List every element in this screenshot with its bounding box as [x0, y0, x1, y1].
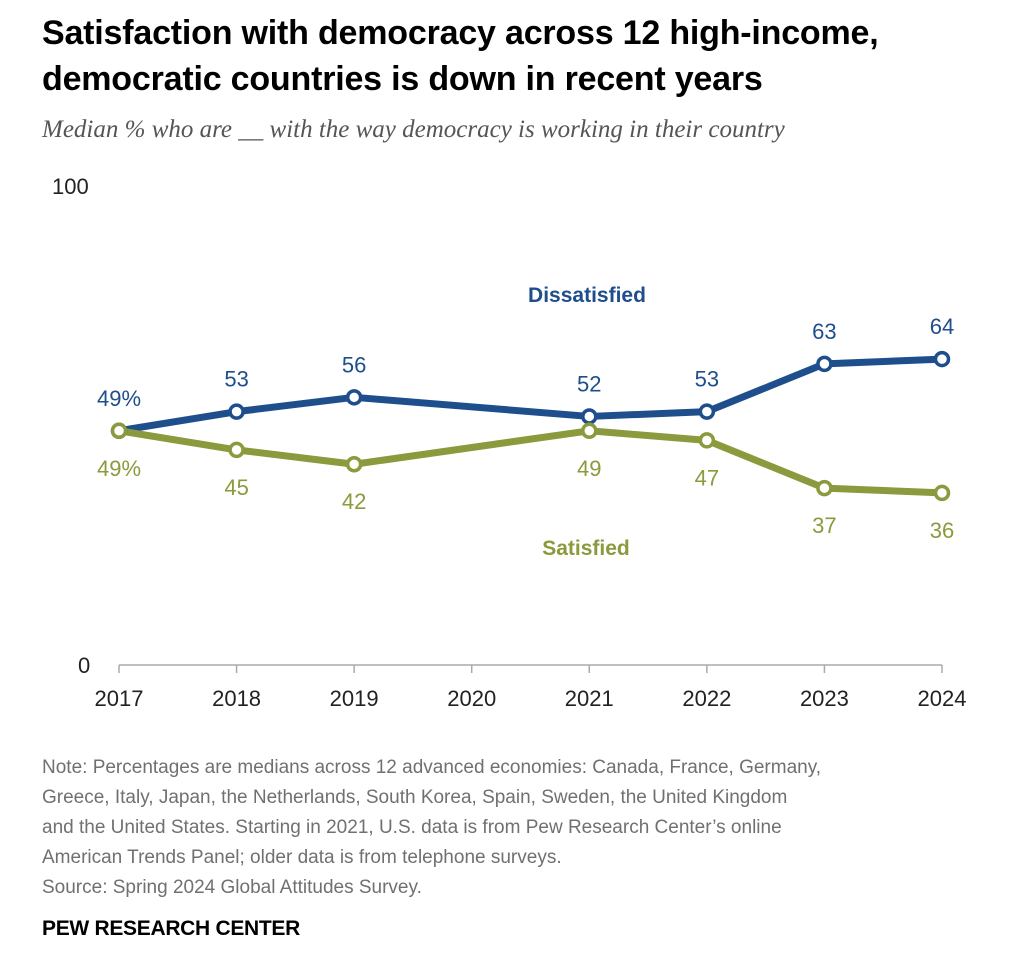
satisfied-point-2017: [110, 422, 128, 440]
satisfied-data-label-2021: 49: [577, 456, 601, 481]
satisfied-point-2023: [816, 479, 833, 497]
dissatisfied-series-label: Dissatisfied: [528, 284, 646, 307]
dissatisfied-data-label-2021: 52: [577, 371, 601, 396]
satisfied-series-label: Satisfied: [542, 537, 630, 560]
x-tick-label-2019: 2019: [330, 686, 379, 711]
x-tick-label-2024: 2024: [918, 686, 967, 711]
dissatisfied-point-2023: [816, 355, 833, 373]
y-tick-label-100: 100: [52, 174, 89, 199]
note-line-2: Greece, Italy, Japan, the Netherlands, S…: [42, 787, 788, 808]
satisfied-point-2019: [345, 455, 363, 473]
dissatisfied-data-label-2017: 49%: [97, 386, 141, 411]
satisfied-data-label-2018: 45: [224, 475, 248, 500]
satisfied-point-2018: [228, 441, 245, 459]
dissatisfied-data-label-2018: 53: [224, 367, 248, 392]
satisfied-point-2022: [698, 432, 716, 449]
note-line-3: and the United States. Starting in 2021,…: [42, 817, 782, 838]
chart-footer: Note: Percentages are medians across 12 …: [42, 753, 1002, 903]
note-line-1: Note: Percentages are medians across 12 …: [42, 757, 822, 778]
title-line-2: democratic countries is down in recent y…: [42, 60, 763, 98]
satisfied-data-label-2022: 47: [695, 465, 719, 490]
x-tick-label-2022: 2022: [682, 686, 731, 711]
satisfied-data-label-2023: 37: [812, 513, 836, 538]
satisfied-point-2021: [581, 422, 598, 440]
dissatisfied-point-2018: [228, 403, 245, 420]
dissatisfied-data-label-2023: 63: [812, 319, 836, 344]
y-tick-label-0: 0: [78, 653, 90, 678]
chart-subtitle: Median % who are __ with the way democra…: [42, 116, 785, 143]
x-tick-label-2021: 2021: [565, 686, 614, 711]
chart-title: Satisfaction with democracy across 12 hi…: [42, 10, 1002, 102]
dissatisfied-data-label-2019: 56: [342, 352, 366, 377]
dissatisfied-point-2019: [345, 389, 363, 406]
source-line: Source: Spring 2024 Global Attitudes Sur…: [42, 877, 422, 898]
dissatisfied-point-2022: [698, 403, 716, 420]
line-chart: 2017 2018 2019 2020 2021 2022 2023 2024 100 0 49% 5…: [52, 174, 967, 711]
x-tick-label-2020: 2020: [447, 686, 496, 711]
x-tick-label-2017: 2017: [95, 686, 144, 711]
dissatisfied-data-label-2022: 53: [695, 367, 719, 392]
note-line-4: American Trends Panel; older data is fro…: [42, 847, 562, 868]
x-tick-label-2023: 2023: [800, 686, 849, 711]
satisfied-point-2024: [933, 484, 951, 502]
satisfied-data-label-2017: 49%: [97, 456, 141, 481]
satisfied-data-label-2024: 36: [930, 518, 954, 543]
dissatisfied-point-2024: [933, 350, 951, 368]
x-tick-label-2018: 2018: [212, 686, 261, 711]
brand-logo-text: PEW RESEARCH CENTER: [42, 917, 300, 940]
satisfied-data-label-2019: 42: [342, 489, 366, 514]
dissatisfied-data-label-2024: 64: [930, 314, 954, 339]
title-line-1: Satisfaction with democracy across 12 hi…: [42, 14, 879, 52]
dissatisfied-point-2021: [581, 408, 598, 425]
